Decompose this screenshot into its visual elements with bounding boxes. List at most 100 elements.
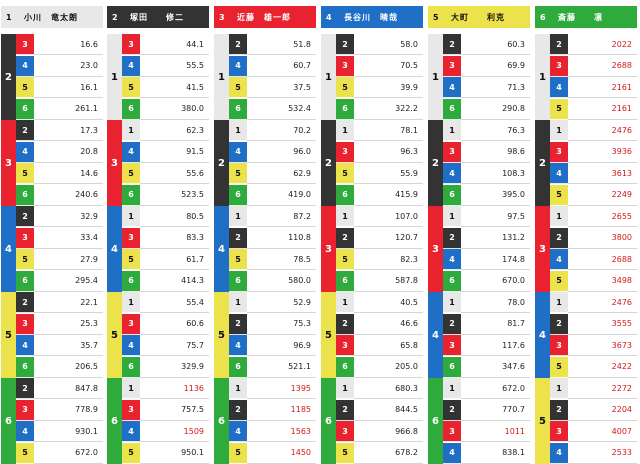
third-place-number: 1: [550, 292, 568, 313]
second-place-group: 5 1 3 4 6 55.4 60.6 75.7 329.9: [107, 292, 209, 378]
third-place-number: 6: [122, 184, 140, 206]
odds-values: 58.0 70.5 39.9 322.2: [354, 34, 423, 120]
third-place-number: 5: [550, 356, 568, 378]
second-place-number: 1: [428, 34, 443, 120]
second-place-group: 2 1 3 4 5 2476 3936 3613 2249: [535, 120, 637, 206]
third-place-number: 1: [550, 206, 568, 227]
odds-values: 55.4 60.6 75.7 329.9: [140, 292, 209, 378]
odds-value: 35.7: [34, 335, 103, 356]
panel-header: 1 小川 竜太朗: [1, 6, 103, 28]
third-place-number: 5: [122, 442, 140, 464]
odds-values: 44.1 55.5 41.5 380.0: [140, 34, 209, 120]
third-place-number: 6: [336, 356, 354, 378]
odds-value: 98.6: [461, 142, 530, 163]
third-place-number: 6: [122, 98, 140, 120]
odds-value: 670.0: [461, 271, 530, 292]
third-place-number: 4: [550, 442, 568, 464]
third-place-number: 3: [122, 227, 140, 249]
odds-value: 78.1: [354, 120, 423, 141]
odds-values: 2476 3936 3613 2249: [568, 120, 637, 206]
odds-value: 380.0: [140, 99, 209, 120]
odds-value: 678.2: [354, 443, 423, 464]
odds-values: 847.8 778.9 930.1 672.0: [34, 378, 103, 464]
third-place-number: 5: [122, 249, 140, 270]
third-place-number: 6: [336, 98, 354, 120]
second-place-number: 2: [1, 34, 16, 120]
odds-value: 60.6: [140, 314, 209, 335]
lane-panel-6: 6 斎藤 凛 1 2 3 4 5 2022 2688 2161 2161 2 1 3 4 5 2476 3936 3…: [535, 6, 637, 464]
third-place-number: 6: [336, 184, 354, 206]
odds-value: 2022: [568, 34, 637, 55]
odds-value: 70.2: [247, 120, 316, 141]
third-place-number: 5: [122, 163, 140, 184]
odds-value: 770.7: [461, 400, 530, 421]
odds-value: 60.3: [461, 34, 530, 55]
third-place-number: 5: [229, 442, 247, 464]
odds-values: 97.5 131.2 174.8 670.0: [461, 206, 530, 292]
third-place-number: 2: [336, 34, 354, 55]
second-place-group: 4 1 3 5 6 80.5 83.3 61.7 414.3: [107, 206, 209, 292]
second-place-group: 6 2 3 4 5 847.8 778.9 930.1 672.0: [1, 378, 103, 464]
third-place-number: 3: [16, 34, 34, 55]
third-place-number: 5: [16, 77, 34, 98]
second-place-number: 4: [214, 206, 229, 292]
third-place-number: 3: [16, 227, 34, 249]
odds-value: 33.4: [34, 228, 103, 249]
odds-value: 290.8: [461, 99, 530, 120]
odds-value: 523.5: [140, 185, 209, 206]
odds-values: 672.0 770.7 1011 838.1: [461, 378, 530, 464]
second-place-group: 2 3 4 5 6 16.6 23.0 16.1 261.1: [1, 34, 103, 120]
odds-value: 2161: [568, 99, 637, 120]
third-place-number: 4: [122, 335, 140, 356]
odds-value: 55.9: [354, 163, 423, 184]
odds-value: 107.0: [354, 206, 423, 227]
third-place-number: 4: [550, 249, 568, 270]
odds-value: 41.5: [140, 77, 209, 98]
third-place-number: 1: [443, 120, 461, 141]
odds-values: 87.2 110.8 78.5 580.0: [247, 206, 316, 292]
third-place-number: 6: [122, 270, 140, 292]
panel-header: 5 大町 利克: [428, 6, 530, 28]
third-place-number: 4: [229, 55, 247, 77]
third-place-number: 4: [16, 335, 34, 356]
second-place-number: 1: [214, 34, 229, 120]
second-place-number: 4: [1, 206, 16, 292]
second-place-group: 3 2 4 5 6 17.3 20.8 14.6 240.6: [1, 120, 103, 206]
odds-value: 3673: [568, 335, 637, 356]
odds-value: 17.3: [34, 120, 103, 141]
third-place-number: 6: [229, 356, 247, 378]
third-place-number: 2: [336, 227, 354, 249]
odds-values: 51.8 60.7 37.5 532.4: [247, 34, 316, 120]
third-place-number: 4: [16, 421, 34, 442]
third-place-number: 2: [550, 227, 568, 249]
odds-value: 532.4: [247, 99, 316, 120]
third-place-number: 2: [229, 34, 247, 55]
second-place-group: 5 1 2 3 4 2272 2204 4007 2533: [535, 378, 637, 464]
third-place-number: 3: [336, 141, 354, 163]
second-place-number: 6: [107, 378, 122, 464]
odds-values: 52.9 75.3 96.9 521.1: [247, 292, 316, 378]
odds-value: 44.1: [140, 34, 209, 55]
lane-panel-1: 1 小川 竜太朗 2 3 4 5 6 16.6 23.0 16.1 261.1 3 2 4 5 6 17.3 20…: [1, 6, 103, 464]
odds-values: 32.9 33.4 27.9 295.4: [34, 206, 103, 292]
second-place-group: 5 1 2 3 6 40.5 46.6 65.8 205.0: [321, 292, 423, 378]
odds-value: 3498: [568, 271, 637, 292]
odds-value: 55.6: [140, 163, 209, 184]
third-place-number: 3: [122, 34, 140, 55]
odds-value: 16.1: [34, 77, 103, 98]
third-place-number: 4: [122, 55, 140, 77]
third-place-number: 3: [550, 141, 568, 163]
odds-value: 61.7: [140, 249, 209, 270]
third-place-number: 6: [229, 270, 247, 292]
third-place-number: 4: [550, 77, 568, 98]
third-place-number: 1: [336, 206, 354, 227]
third-place-number: 4: [16, 141, 34, 163]
